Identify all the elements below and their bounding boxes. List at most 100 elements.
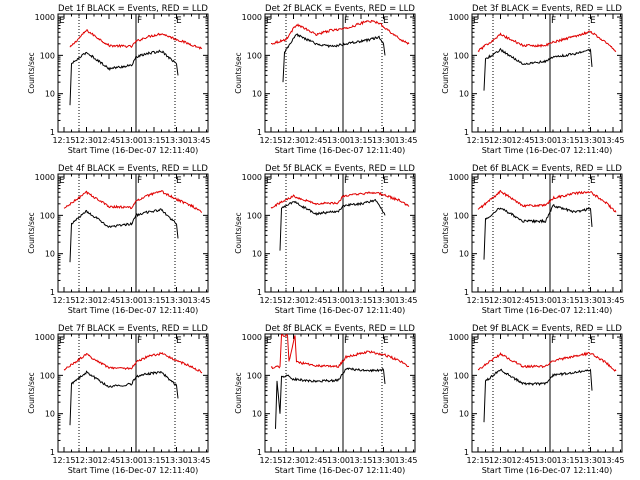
detector-panel-7: Det 7f BLACK = Events, RED = LLD 1 10 100 10… [27, 324, 211, 475]
flag-label: E [176, 336, 182, 346]
x-tick-label: 12:30 [75, 296, 98, 305]
plot-frame [471, 333, 623, 453]
flag-label: E [59, 336, 65, 346]
y-tick-label: 10 [459, 90, 469, 99]
detector-panel-8: Det 8f BLACK = Events, RED = LLD 1 10 100 10… [234, 324, 418, 475]
panel-title: Det 6f BLACK = Events, RED = LLD [472, 164, 622, 174]
y-tick-label: 100 [40, 211, 55, 220]
x-axis-label: Start Time (16-Dec-07 12:11:40) [275, 466, 406, 475]
y-tick-label: 1 [464, 448, 469, 457]
y-tick-label: 10 [252, 90, 262, 99]
x-axis-label: Start Time (16-Dec-07 12:11:40) [68, 146, 199, 155]
detector-panel-4: Det 4f BLACK = Events, RED = LLD 1 10 100 10… [27, 164, 211, 315]
y-tick-label: 1000 [449, 13, 469, 22]
x-tick-label: 12:15 [259, 296, 282, 305]
y-tick-label: 1 [50, 128, 55, 137]
plot-frame [471, 173, 623, 293]
panel-title: Det 2f BLACK = Events, RED = LLD [265, 4, 415, 14]
series-line-events [282, 33, 386, 83]
x-tick-label: 13:45 [187, 456, 210, 465]
x-tick-label: 12:45 [97, 456, 120, 465]
flag-label: F [344, 336, 349, 346]
series-line-lld [477, 189, 617, 213]
series-line-events [69, 370, 179, 426]
flag-label: F [137, 336, 142, 346]
x-tick-label: 13:00 [120, 136, 143, 145]
y-tick-label: 1000 [35, 173, 55, 182]
x-tick-label: 13:00 [534, 136, 557, 145]
plot-frame [471, 13, 623, 133]
y-tick-label: 1000 [242, 333, 262, 342]
x-tick-label: 12:45 [511, 456, 534, 465]
panel-title: Det 8f BLACK = Events, RED = LLD [265, 324, 415, 334]
y-axis-label: Counts/sec [441, 52, 450, 93]
y-tick-label: 10 [459, 410, 469, 419]
y-tick-label: 100 [454, 211, 469, 220]
x-tick-label: 13:15 [556, 456, 579, 465]
y-axis-label: Counts/sec [441, 212, 450, 253]
y-tick-label: 10 [45, 410, 55, 419]
x-tick-label: 12:45 [304, 136, 327, 145]
x-tick-label: 13:15 [556, 296, 579, 305]
plot-frame [57, 13, 209, 133]
x-axis-label: Start Time (16-Dec-07 12:11:40) [482, 146, 613, 155]
detector-panel-9: Det 9f BLACK = Events, RED = LLD 1 10 100 10… [441, 324, 625, 475]
x-tick-label: 13:30 [372, 296, 395, 305]
series-line-lld [63, 190, 203, 213]
y-tick-label: 1 [50, 448, 55, 457]
flag-label: F [137, 176, 142, 186]
y-tick-label: 10 [252, 410, 262, 419]
series-line-lld [271, 19, 410, 45]
series-line-events [279, 198, 386, 251]
y-axis-label: Counts/sec [27, 212, 36, 253]
y-axis-label: Counts/sec [234, 372, 243, 413]
y-tick-label: 1000 [35, 333, 55, 342]
x-tick-label: 12:15 [259, 136, 282, 145]
x-tick-label: 13:15 [349, 296, 372, 305]
y-axis-label: Counts/sec [234, 52, 243, 93]
panel-title: Det 4f BLACK = Events, RED = LLD [58, 164, 208, 174]
series-line-lld [270, 333, 410, 370]
x-tick-label: 12:15 [52, 456, 75, 465]
x-tick-label: 12:15 [466, 456, 489, 465]
x-tick-label: 13:15 [142, 296, 165, 305]
plot-frame [57, 333, 209, 453]
x-tick-label: 12:15 [466, 296, 489, 305]
plot-frame [264, 333, 416, 453]
y-tick-label: 1 [464, 288, 469, 297]
x-tick-label: 12:30 [282, 456, 305, 465]
panel-title: Det 3f BLACK = Events, RED = LLD [472, 4, 622, 14]
x-tick-label: 13:00 [120, 296, 143, 305]
x-tick-label: 13:45 [601, 136, 624, 145]
flag-label: E [590, 336, 596, 346]
series-line-events [69, 49, 179, 106]
y-tick-label: 1 [257, 288, 262, 297]
detector-panel-2: Det 2f BLACK = Events, RED = LLD 1 10 100 10… [234, 4, 418, 155]
x-tick-label: 13:00 [120, 456, 143, 465]
panel-title: Det 1f BLACK = Events, RED = LLD [58, 4, 208, 14]
flag-label: F [137, 16, 142, 26]
x-tick-label: 12:45 [511, 296, 534, 305]
series-line-events [483, 368, 593, 423]
x-tick-label: 13:45 [394, 136, 417, 145]
detector-panel-5: Det 5f BLACK = Events, RED = LLD 1 10 100 10… [234, 164, 418, 315]
y-axis-label: Counts/sec [27, 372, 36, 413]
x-tick-label: 12:15 [52, 296, 75, 305]
detector-panel-3: Det 3f BLACK = Events, RED = LLD 1 10 100 10… [441, 4, 625, 155]
y-tick-label: 1 [50, 288, 55, 297]
x-tick-label: 12:15 [52, 136, 75, 145]
x-tick-label: 13:45 [394, 456, 417, 465]
x-tick-label: 13:00 [534, 296, 557, 305]
plot-frame [264, 173, 416, 293]
x-tick-label: 13:15 [142, 456, 165, 465]
y-tick-label: 100 [247, 371, 262, 380]
flag-label: F [344, 176, 349, 186]
series-line-lld [63, 351, 203, 374]
series-line-events [483, 47, 593, 91]
y-tick-label: 1000 [242, 13, 262, 22]
flag-label: E [473, 176, 479, 186]
flag-label: E [383, 16, 389, 26]
y-tick-label: 10 [45, 250, 55, 259]
x-tick-label: 13:00 [327, 136, 350, 145]
